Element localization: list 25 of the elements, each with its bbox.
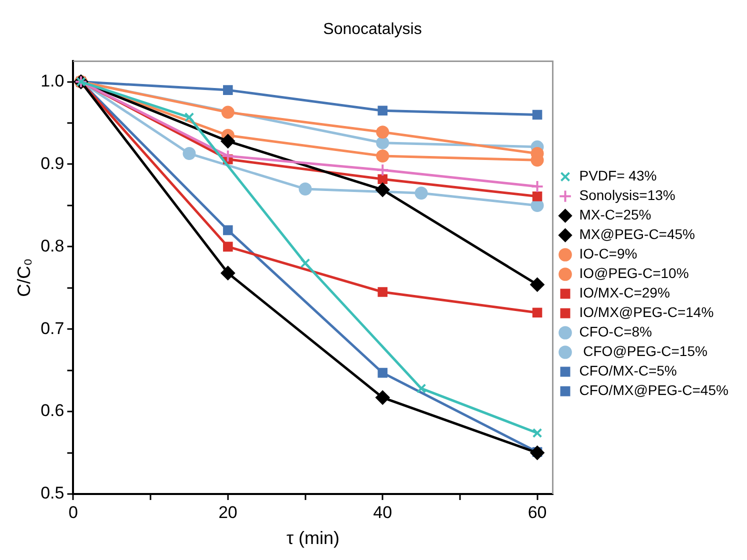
legend-label: IO/MX-C=29% — [579, 284, 670, 301]
chart-title: Sonocatalysis — [323, 21, 422, 38]
x-axis-title: τ (min) — [286, 528, 340, 548]
legend-label: MX-C=25% — [579, 206, 652, 223]
x-tick-label: 20 — [218, 502, 238, 522]
legend-label: IO-C=9% — [579, 246, 638, 262]
legend-label: Sonolysis=13% — [579, 187, 676, 204]
legend-label: IO/MX@PEG-C=14% — [579, 304, 714, 320]
y-tick-label: 0.7 — [40, 318, 64, 338]
x-tick-label: 0 — [68, 502, 78, 522]
legend-label: CFO/MX@PEG-C=45% — [579, 382, 728, 398]
x-tick-label: 60 — [528, 502, 547, 522]
legend-label: MX@PEG-C=45% — [579, 226, 695, 242]
x-tick-label: 40 — [373, 502, 392, 522]
legend-label: CFO-C=8% — [579, 324, 652, 340]
y-axis-title: C/C₀ — [14, 258, 34, 297]
y-tick-label: 0.5 — [40, 484, 64, 503]
y-tick-label: 0.8 — [40, 236, 64, 256]
legend-label: CFO@PEG-C=15% — [579, 343, 708, 360]
legend-label: IO@PEG-C=10% — [579, 265, 689, 282]
y-tick-label: 0.9 — [40, 154, 64, 173]
y-tick-label: 1.0 — [40, 71, 64, 90]
y-tick-label: 0.6 — [40, 401, 64, 420]
legend-label: CFO/MX-C=5% — [579, 362, 677, 379]
legend-label: PVDF= 43% — [579, 168, 657, 184]
